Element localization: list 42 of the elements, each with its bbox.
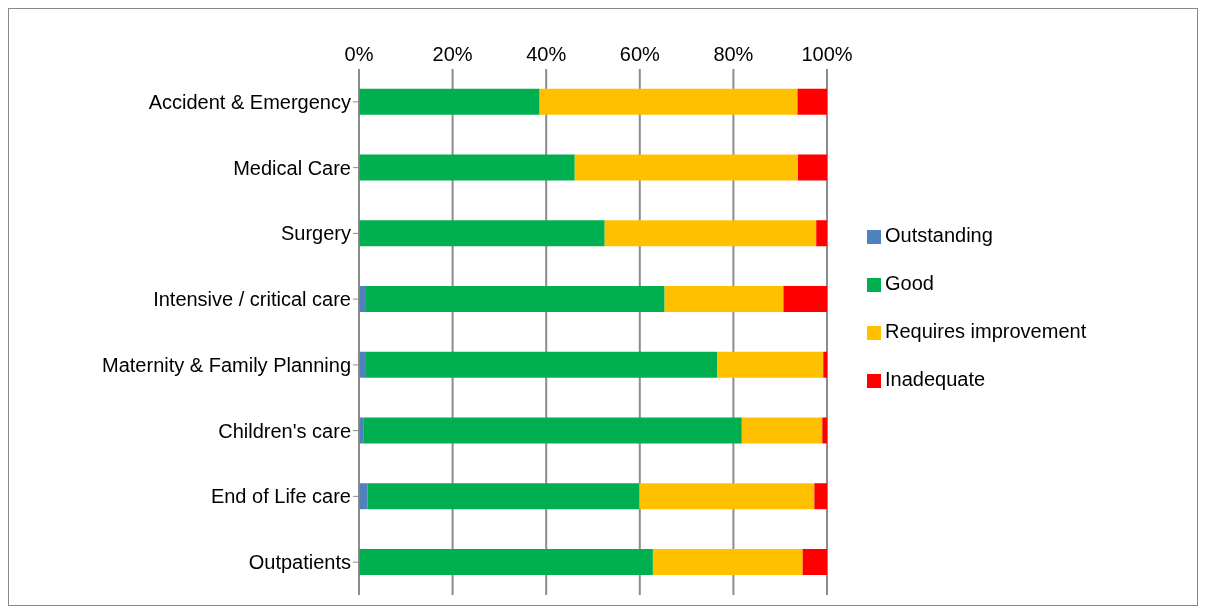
legend-label: Inadequate: [885, 368, 986, 390]
bar: [367, 483, 640, 510]
bar: [365, 285, 665, 312]
y-tick-label: End of Life care: [210, 485, 351, 508]
bar: [359, 154, 575, 181]
bar: [366, 351, 718, 378]
y-tick-label: Intensive / critical care: [153, 288, 351, 311]
bar: [652, 548, 803, 575]
y-tick-label: Outpatients: [248, 551, 351, 574]
x-tick-label: 100%: [801, 43, 853, 65]
bar: [741, 417, 823, 444]
bar: [783, 285, 827, 312]
bar: [816, 220, 827, 247]
bar: [797, 88, 827, 115]
legend-label: Requires improvement: [885, 320, 1087, 342]
bar: [797, 154, 827, 181]
y-tick-label: Children's care: [218, 419, 351, 442]
x-tick-label: 20%: [432, 43, 473, 65]
y-tick-label: Maternity & Family Planning: [102, 353, 351, 376]
bar: [359, 220, 605, 247]
legend-label: Outstanding: [885, 224, 993, 246]
bar: [363, 417, 742, 444]
x-tick-label: 40%: [526, 43, 567, 65]
bar: [822, 417, 827, 444]
bar: [802, 548, 827, 575]
bar: [604, 220, 817, 247]
bar: [823, 351, 827, 378]
legend-label: Good: [885, 272, 934, 294]
bar: [664, 285, 784, 312]
bar: [539, 88, 798, 115]
bar: [574, 154, 798, 181]
y-tick-label: Medical Care: [233, 156, 351, 179]
bar: [814, 483, 827, 510]
bar: [717, 351, 824, 378]
bar: [359, 88, 540, 115]
x-tick-label: 60%: [619, 43, 661, 65]
x-tick-label: 80%: [713, 43, 754, 65]
y-tick-label: Surgery: [280, 222, 351, 245]
bar: [359, 548, 653, 575]
x-tick-label: 0%: [344, 43, 374, 65]
bar: [639, 483, 815, 510]
y-tick-label: Accident & Emergency: [148, 90, 351, 113]
